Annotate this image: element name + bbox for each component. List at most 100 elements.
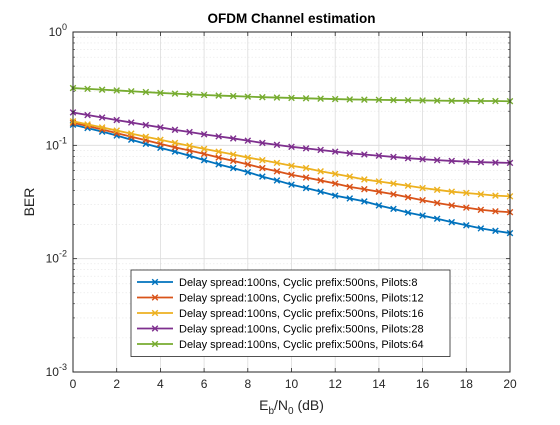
data-point: [317, 95, 324, 102]
data-point: [448, 202, 456, 209]
data-point: [404, 209, 412, 216]
data-point: [171, 126, 179, 134]
data-point: [171, 90, 179, 97]
legend-box: [130, 269, 451, 357]
data-point: [273, 168, 281, 175]
data-point: [288, 94, 295, 102]
data-point: [317, 146, 324, 154]
data-point: [229, 135, 237, 142]
data-point: [404, 193, 412, 201]
data-point: [477, 190, 485, 198]
data-point: [419, 155, 426, 163]
x-axis-label-text: Eb/N0 (dB): [259, 397, 324, 417]
data-point: [200, 145, 208, 153]
data-point: [244, 93, 252, 100]
data-point: [317, 168, 324, 175]
data-point: [273, 177, 281, 184]
data-point: [433, 186, 441, 194]
data-point: [448, 218, 456, 226]
data-point: [390, 180, 397, 187]
data-point: [331, 192, 339, 199]
x-tick-label: 10: [285, 377, 299, 391]
data-point: [273, 94, 281, 101]
data-point: [113, 127, 120, 134]
data-point: [463, 221, 470, 229]
series-layer: [69, 84, 514, 237]
data-point: [375, 188, 383, 195]
legend-label: Delay spread:100ns, Cyclic prefix:500ns,…: [179, 277, 417, 289]
data-point: [390, 190, 397, 198]
data-point: [157, 89, 164, 97]
data-point: [142, 121, 150, 129]
data-point: [200, 150, 208, 158]
data-point: [361, 198, 368, 205]
data-point: [419, 184, 426, 192]
data-point: [215, 148, 222, 155]
data-point: [186, 91, 193, 98]
x-axis-label: Eb/N0 (dB): [259, 397, 324, 417]
data-point: [142, 133, 150, 141]
legend-marker: [151, 309, 159, 317]
data-point: [259, 164, 266, 172]
x-tick-label: 4: [157, 377, 164, 391]
data-point: [259, 139, 266, 147]
data-point: [215, 133, 222, 140]
data-point: [361, 176, 368, 183]
data-point: [98, 114, 106, 121]
data-point: [127, 87, 135, 95]
data-point: [404, 154, 412, 162]
data-point: [331, 148, 339, 155]
data-point: [492, 97, 499, 105]
data-point: [419, 196, 426, 204]
data-point: [492, 227, 499, 235]
data-point: [186, 142, 193, 150]
data-point: [361, 96, 368, 103]
data-point: [259, 173, 266, 180]
data-point: [477, 225, 485, 232]
x-tick-label: 0: [70, 377, 77, 391]
data-point: [142, 88, 150, 96]
data-point: [404, 182, 412, 190]
x-tick-label: 18: [460, 377, 474, 391]
data-point: [477, 206, 485, 214]
data-point: [492, 159, 499, 166]
data-point: [98, 124, 106, 131]
axis-ticks: 0 2 4 6 8 10 12 14 16 18 20 100 10-1 10-2 10-3: [46, 22, 517, 391]
legend-marker: [151, 340, 159, 348]
data-point: [229, 151, 237, 158]
data-point: [448, 157, 456, 165]
x-tick-label: 14: [372, 377, 386, 391]
x-tick-label: 6: [201, 377, 208, 391]
legend-marker: [151, 294, 159, 301]
data-point: [244, 154, 252, 161]
y-tick-label: 10-1: [46, 135, 67, 152]
data-point: [273, 159, 281, 167]
y-tick-label: 10-2: [46, 249, 67, 266]
y-tick-label: 10-3: [46, 362, 67, 379]
data-point: [157, 136, 164, 144]
data-point: [84, 121, 91, 128]
data-point: [317, 177, 324, 184]
data-point: [448, 97, 456, 105]
data-point: [463, 158, 470, 165]
data-point: [302, 184, 310, 192]
data-point: [375, 152, 383, 159]
data-point: [259, 156, 266, 164]
data-point: [200, 156, 208, 164]
data-point: [229, 164, 237, 172]
x-tick-label: 12: [329, 377, 343, 391]
series-group: [69, 121, 514, 237]
data-point: [288, 162, 295, 170]
data-point: [375, 178, 383, 185]
data-point: [186, 128, 193, 136]
data-point: [302, 164, 310, 172]
data-point: [157, 124, 164, 131]
data-point: [463, 97, 470, 105]
x-tick-label: 16: [416, 377, 430, 391]
data-point: [433, 97, 441, 104]
data-point: [390, 205, 397, 213]
data-point: [186, 152, 193, 159]
data-point: [244, 168, 252, 176]
